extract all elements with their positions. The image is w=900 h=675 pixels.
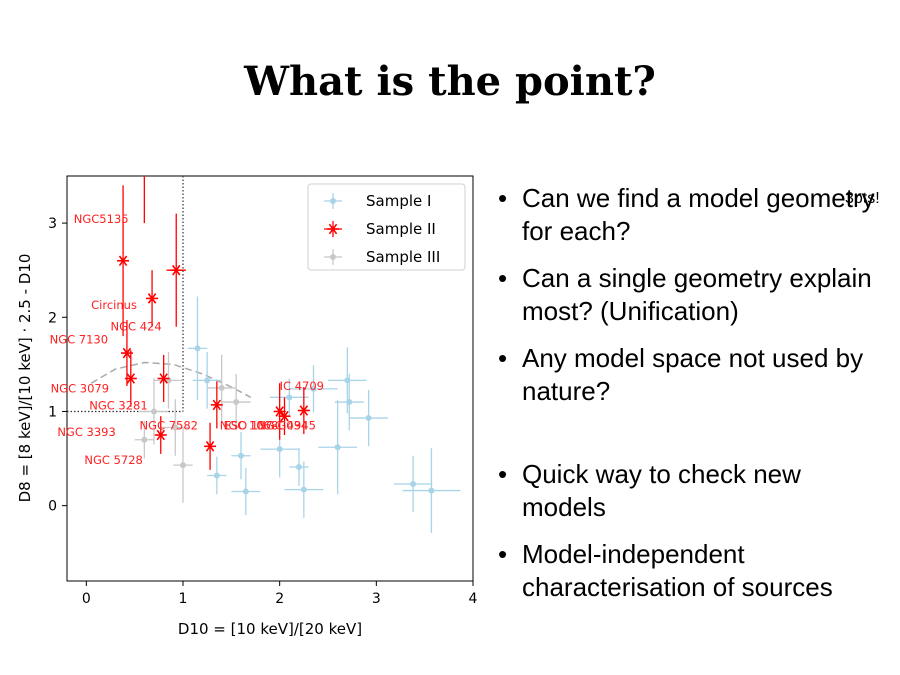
bullet-group-top: • Can we find a model geometry for each? … — [498, 182, 888, 408]
x-tick-label: 3 — [372, 591, 381, 607]
legend-swatch-asterisk — [328, 223, 338, 235]
scatter-chart: NGC5135 Circinus NGC 424 NGC 7130 NGC 3079 NG… — [0, 160, 490, 650]
legend-label: Sample III — [366, 248, 440, 266]
data-point — [151, 408, 157, 415]
data-point — [310, 385, 317, 392]
data-point-asterisk — [212, 399, 222, 411]
annotation-label: NGC 7130 — [50, 333, 108, 347]
x-tick-label: 2 — [275, 591, 284, 607]
legend-box — [307, 183, 466, 271]
plot-frame — [66, 175, 474, 582]
data-point — [238, 452, 244, 459]
bullet-dot-icon: • — [498, 539, 508, 569]
annotation-label: NGC 424 — [111, 319, 162, 333]
x-axis-label: D10 = [10 keV]/[20 keV] — [178, 620, 362, 638]
legend-label: Sample II — [366, 220, 436, 238]
data-point — [296, 464, 302, 471]
bullet-text: Quick way to check new models — [522, 459, 801, 522]
data-point-asterisk — [275, 406, 284, 417]
data-point — [428, 487, 435, 494]
annotation-label: NGC 5728 — [84, 453, 142, 467]
annotation-label: ESO 137-G034 — [224, 418, 309, 432]
bullet-list: • Can we find a model geometry for each? … — [498, 182, 888, 618]
bullet-dot-icon: • — [498, 459, 508, 489]
data-point — [410, 480, 417, 487]
bullet-dot-icon: • — [498, 343, 508, 373]
annotation-label: NGC 3079 — [51, 382, 109, 396]
bullet-item: • Can a single geometry explain most? (Un… — [498, 262, 888, 328]
annotation-label: Circinus — [91, 298, 137, 312]
x-tick-label: 4 — [469, 591, 478, 607]
data-point-asterisk — [159, 373, 168, 384]
data-point — [365, 415, 372, 422]
data-point — [180, 462, 186, 469]
data-point-asterisk — [118, 255, 128, 267]
annotation-label: NGC 7582 — [140, 418, 198, 432]
y-tick-label: 0 — [48, 499, 57, 515]
data-point — [213, 472, 220, 479]
bullet-text: Can a single geometry explain most? (Uni… — [522, 263, 872, 326]
annotation-label: NGC5135 — [74, 212, 129, 226]
bullet-text: Model-independent characterisation of so… — [522, 539, 833, 602]
data-point — [141, 436, 148, 443]
legend-label: Sample I — [366, 192, 431, 210]
data-point — [194, 345, 201, 352]
model-curve — [90, 361, 252, 398]
annotation-label: NGC 3281 — [89, 399, 147, 413]
data-point — [334, 444, 341, 451]
bullet-text: Any model space not used by nature? — [522, 343, 864, 406]
y-axis-label: D8 = [8 keV]/[10 keV] · 2.5 - D10 — [16, 254, 34, 503]
bullet-dot-icon: • — [498, 263, 508, 293]
annotation-label: NGC 1068 — [220, 418, 278, 432]
y-tick-label: 1 — [48, 404, 57, 420]
y-tick-label: 3 — [48, 216, 57, 232]
reference-lines — [67, 176, 184, 413]
annotation-label: NGC 3393 — [57, 425, 115, 439]
data-point-asterisk — [205, 441, 215, 452]
annotation-label: NGC 4945 — [257, 418, 315, 432]
data-point — [242, 488, 249, 495]
data-point-asterisk — [171, 264, 181, 276]
data-point — [300, 486, 307, 493]
axes-layer: 0 1 2 3 4 0 1 2 3 — [48, 216, 477, 607]
data-point-asterisk — [147, 293, 157, 304]
bullet-item: • Model-independent characterisation of s… — [498, 538, 888, 604]
data-point — [172, 424, 179, 431]
bullet-text: Can we find a model geometry for each? — [522, 183, 875, 246]
data-point — [276, 446, 283, 453]
annotation-label: IC 4709 — [280, 379, 324, 393]
legend-swatch-dot — [330, 198, 336, 204]
data-point-asterisk — [122, 347, 132, 359]
x-tick-label: 0 — [82, 591, 91, 607]
data-point-asterisk — [156, 429, 166, 441]
data-point — [218, 384, 225, 391]
bullet-dot-icon: • — [498, 183, 508, 213]
model-curve-path — [90, 361, 252, 398]
data-point — [233, 399, 240, 406]
legend-swatch-dot — [330, 254, 336, 260]
bullet-item: • Any model space not used by nature? — [498, 342, 888, 408]
data-point — [204, 377, 211, 384]
x-tick-label: 1 — [179, 591, 188, 607]
data-point-asterisk — [280, 410, 289, 422]
series-layer — [117, 176, 461, 533]
legend: Sample I Sample II Sample III — [307, 183, 466, 271]
data-point — [286, 394, 293, 401]
bullet-item: • Quick way to check new models — [498, 458, 888, 524]
bullet-group-bottom: • Quick way to check new models • Model-in… — [498, 458, 888, 604]
data-point-asterisk — [299, 405, 309, 416]
points-badge: 3pts! — [845, 190, 880, 207]
data-point — [346, 399, 353, 406]
slide-title: What is the point? — [244, 58, 656, 105]
bullet-item: • Can we find a model geometry for each? — [498, 182, 888, 248]
y-tick-label: 2 — [48, 310, 57, 326]
data-point-asterisk — [126, 373, 136, 384]
